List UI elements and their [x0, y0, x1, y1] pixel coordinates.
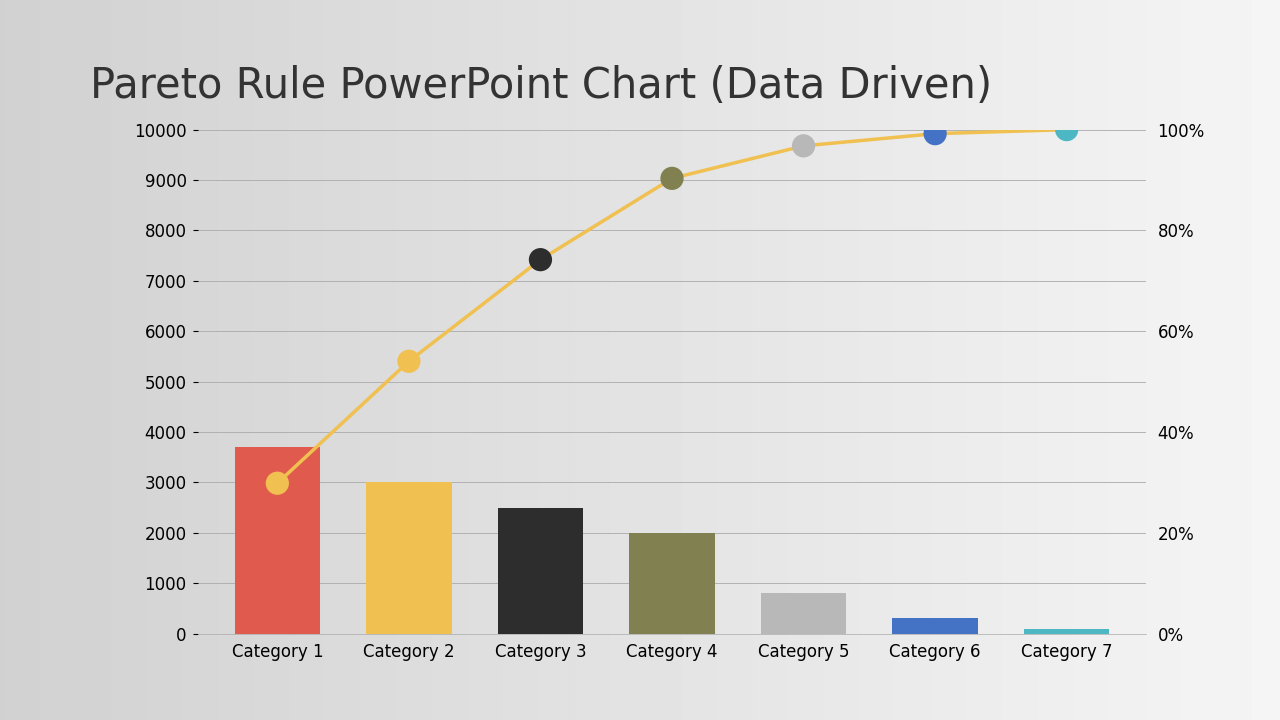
Point — [794, 140, 814, 152]
Point — [398, 356, 419, 367]
Bar — [234, 447, 320, 634]
Text: Pareto Rule PowerPoint Chart (Data Driven): Pareto Rule PowerPoint Chart (Data Drive… — [90, 65, 992, 107]
Bar — [892, 618, 978, 634]
Bar — [498, 508, 584, 634]
Bar — [630, 533, 714, 634]
Bar — [366, 482, 452, 634]
Point — [530, 254, 550, 266]
Point — [662, 173, 682, 184]
Bar — [760, 593, 846, 634]
Point — [1056, 124, 1076, 135]
Point — [268, 477, 288, 489]
Point — [925, 128, 946, 140]
Bar — [1024, 629, 1110, 634]
